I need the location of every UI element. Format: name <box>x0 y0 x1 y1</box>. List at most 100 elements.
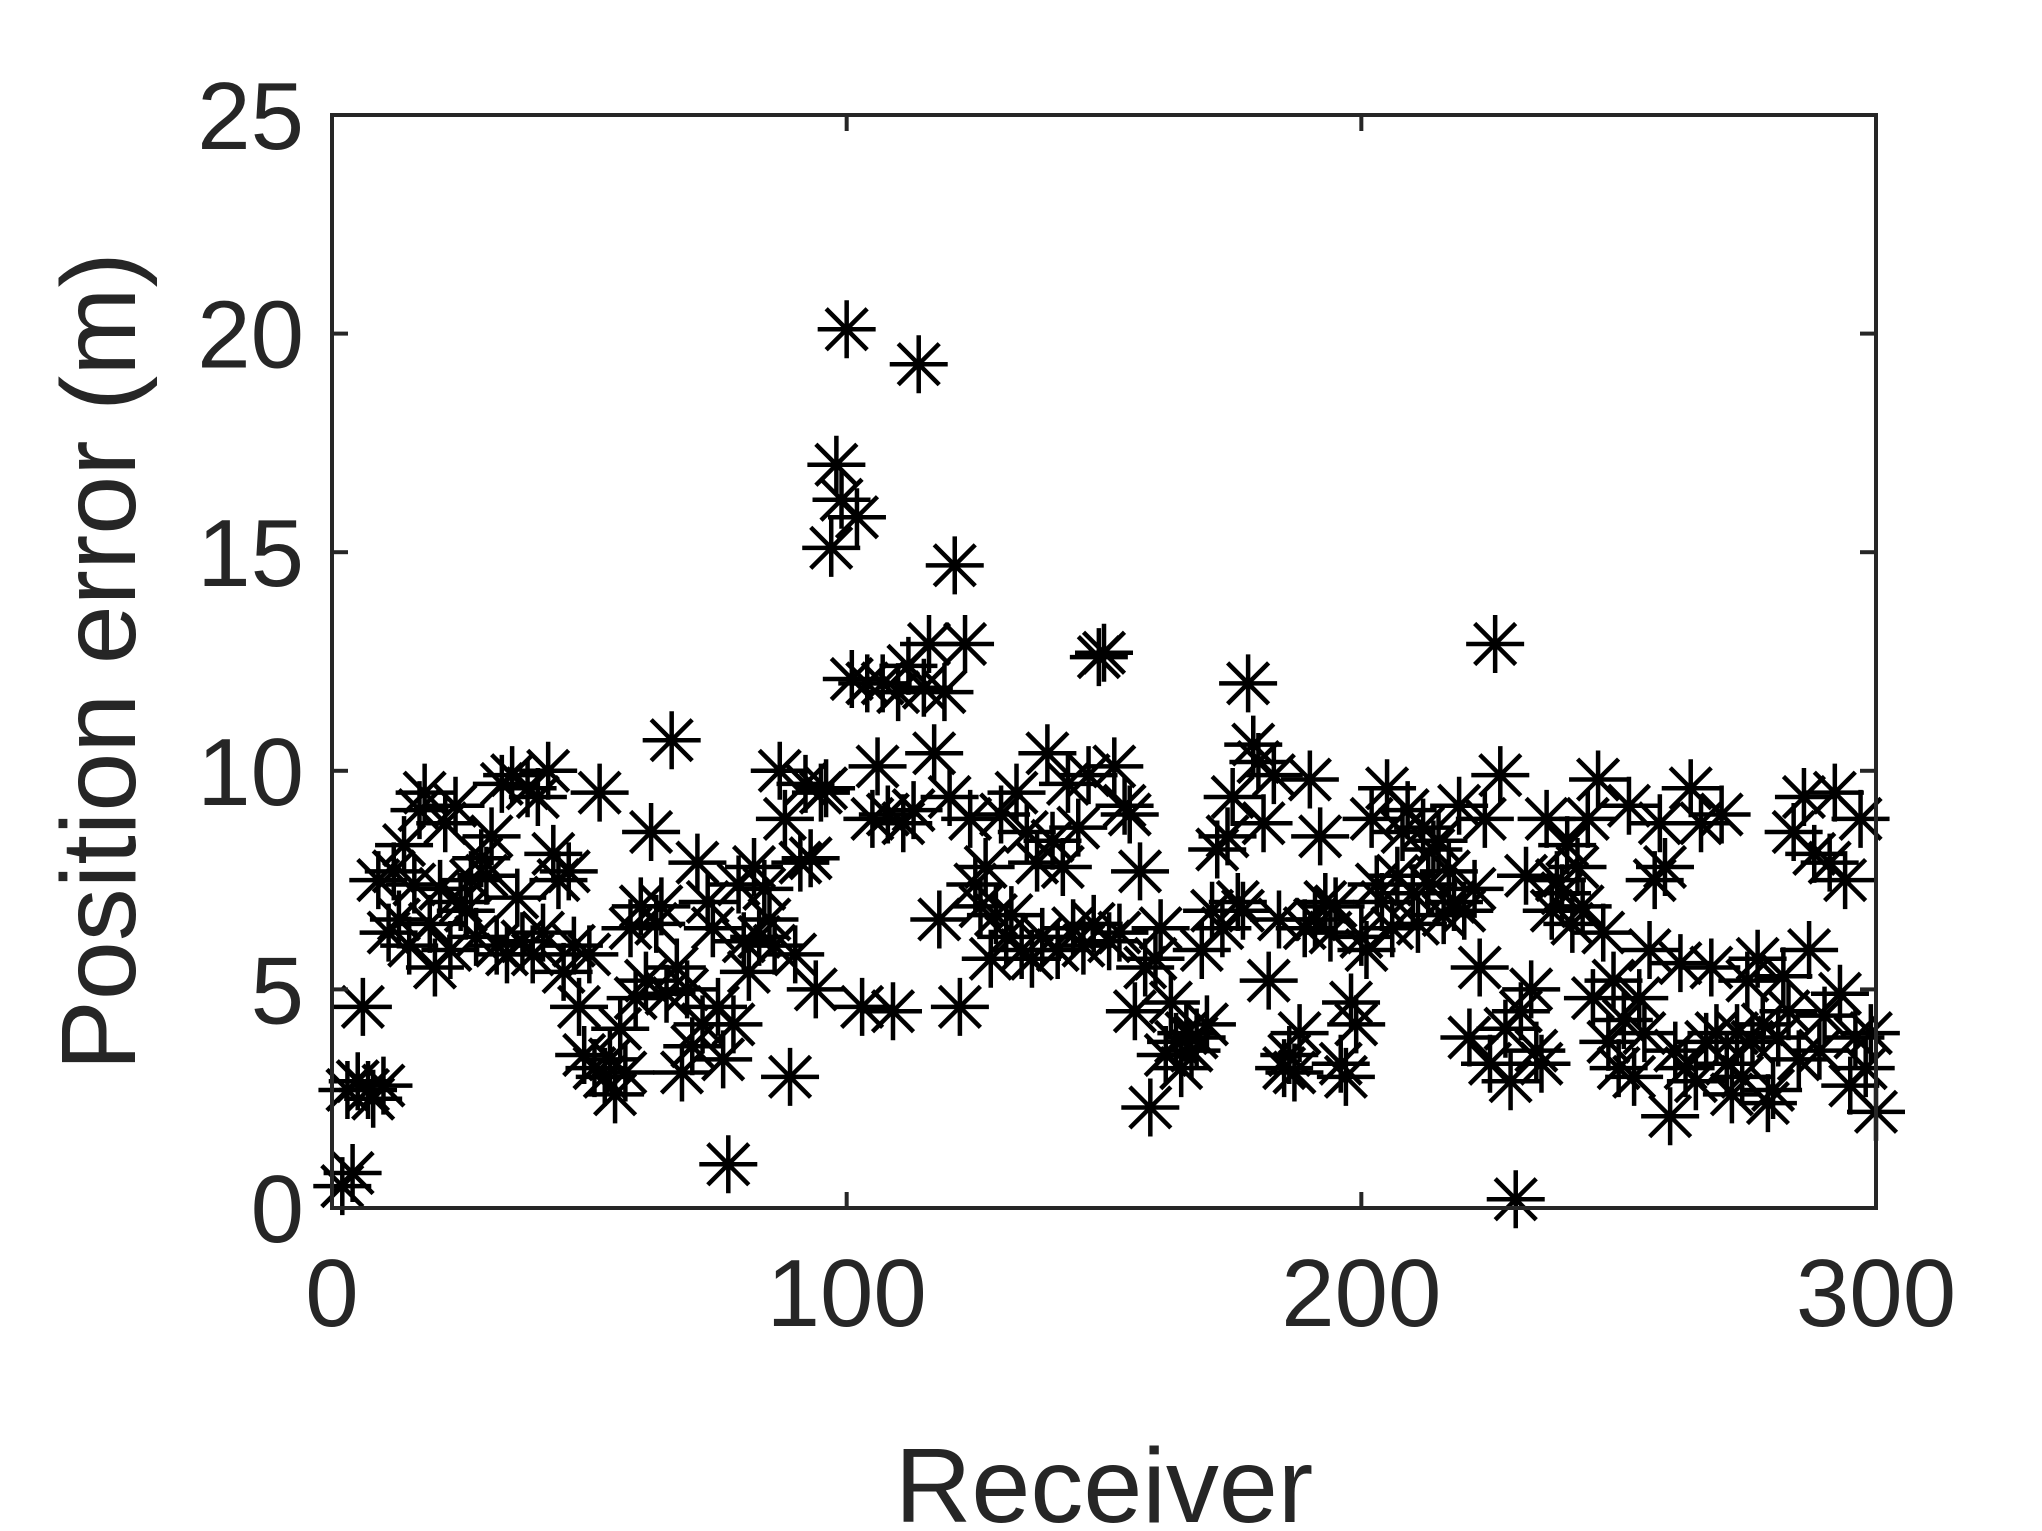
data-point <box>1466 615 1525 674</box>
data-point <box>1774 768 1833 827</box>
data-point <box>817 300 876 359</box>
data-point <box>1111 842 1170 901</box>
data-point <box>1085 737 1144 796</box>
data-point <box>915 663 974 722</box>
y-tick-label: 15 <box>197 500 304 607</box>
data-point <box>735 859 794 918</box>
data-point <box>550 977 609 1036</box>
x-tick-label: 300 <box>1796 1240 1956 1347</box>
data-point <box>1219 654 1278 713</box>
data-point <box>1327 995 1386 1054</box>
data-point <box>1126 929 1185 988</box>
data-point <box>1075 623 1133 682</box>
data-point <box>1630 794 1689 853</box>
data-point <box>1512 1034 1571 1093</box>
data-point <box>1208 872 1267 931</box>
data-point <box>462 807 521 866</box>
data-point <box>1605 1047 1664 1106</box>
data-point <box>771 833 830 892</box>
data-point <box>807 435 866 494</box>
data-point <box>606 969 665 1028</box>
data-point <box>725 837 784 896</box>
data-point <box>930 977 989 1036</box>
data-point <box>766 925 825 984</box>
data-point <box>1203 768 1262 827</box>
data-point <box>1105 982 1164 1041</box>
data-point <box>1744 1060 1803 1119</box>
x-axis-title: Receiver <box>895 1427 1313 1531</box>
data-point <box>1692 785 1751 844</box>
data-point <box>1481 1052 1540 1111</box>
data-point <box>1090 903 1149 962</box>
data-point <box>1589 1039 1648 1098</box>
data-point <box>694 1030 753 1089</box>
data-point <box>1018 724 1077 783</box>
data-point <box>1831 789 1890 848</box>
data-point <box>982 886 1041 945</box>
data-point <box>848 737 907 796</box>
data-point <box>1177 995 1236 1054</box>
data-point <box>797 759 856 818</box>
data-point <box>1316 1047 1375 1106</box>
y-tick-label: 10 <box>197 719 304 826</box>
y-tick-label: 20 <box>197 282 304 389</box>
data-point <box>925 536 984 595</box>
data-point <box>1702 1065 1761 1124</box>
data-point <box>683 899 742 958</box>
data-point <box>1455 789 1514 848</box>
data-point <box>1435 881 1494 940</box>
data-point <box>642 711 701 770</box>
data-point <box>591 999 650 1058</box>
data-point <box>1265 1043 1324 1102</box>
data-point <box>354 1056 413 1115</box>
data-point <box>1635 837 1694 896</box>
data-point <box>1244 746 1303 805</box>
data-point <box>1538 816 1597 875</box>
data-point <box>1291 807 1350 866</box>
data-point <box>447 907 506 966</box>
data-point <box>1049 798 1108 857</box>
data-point <box>889 335 948 394</box>
data-point <box>560 925 619 984</box>
data-point <box>627 894 686 953</box>
data-point <box>1584 951 1643 1010</box>
data-point <box>1574 903 1633 962</box>
data-point <box>1553 877 1612 936</box>
data-point <box>1599 776 1658 835</box>
data-point <box>1471 746 1530 805</box>
data-point <box>1440 1008 1499 1067</box>
data-point <box>1486 1170 1545 1229</box>
data-point <box>956 837 1015 896</box>
data-point <box>699 1135 758 1194</box>
data-point <box>833 977 892 1036</box>
data-point <box>802 518 861 577</box>
data-point <box>1708 1004 1767 1063</box>
data-point <box>1615 1004 1674 1063</box>
plot-area-frame <box>330 113 1878 1210</box>
data-point <box>1785 824 1844 883</box>
data-point <box>539 842 598 901</box>
data-point <box>905 724 964 783</box>
data-point <box>1409 811 1468 870</box>
y-tick-label: 5 <box>251 937 304 1044</box>
data-point <box>426 776 485 835</box>
y-tick-label: 25 <box>197 63 304 170</box>
data-point <box>1502 960 1561 1019</box>
data-point <box>786 960 845 1019</box>
y-tick-label: 0 <box>251 1156 304 1263</box>
data-point <box>596 1043 655 1102</box>
data-point <box>544 916 603 975</box>
data-point <box>1059 746 1118 805</box>
data-point <box>1131 899 1190 958</box>
data-point <box>333 977 392 1036</box>
data-point <box>1121 1078 1180 1137</box>
data-point <box>668 833 727 892</box>
data-point <box>519 741 578 800</box>
data-point <box>457 846 516 905</box>
data-markers <box>313 300 1905 1229</box>
x-tick-label: 0 <box>305 1240 358 1347</box>
axis-tick-labels: 0 100 200 300 0 5 10 15 20 25 <box>197 63 1956 1347</box>
axis-ticks <box>330 113 1878 1210</box>
